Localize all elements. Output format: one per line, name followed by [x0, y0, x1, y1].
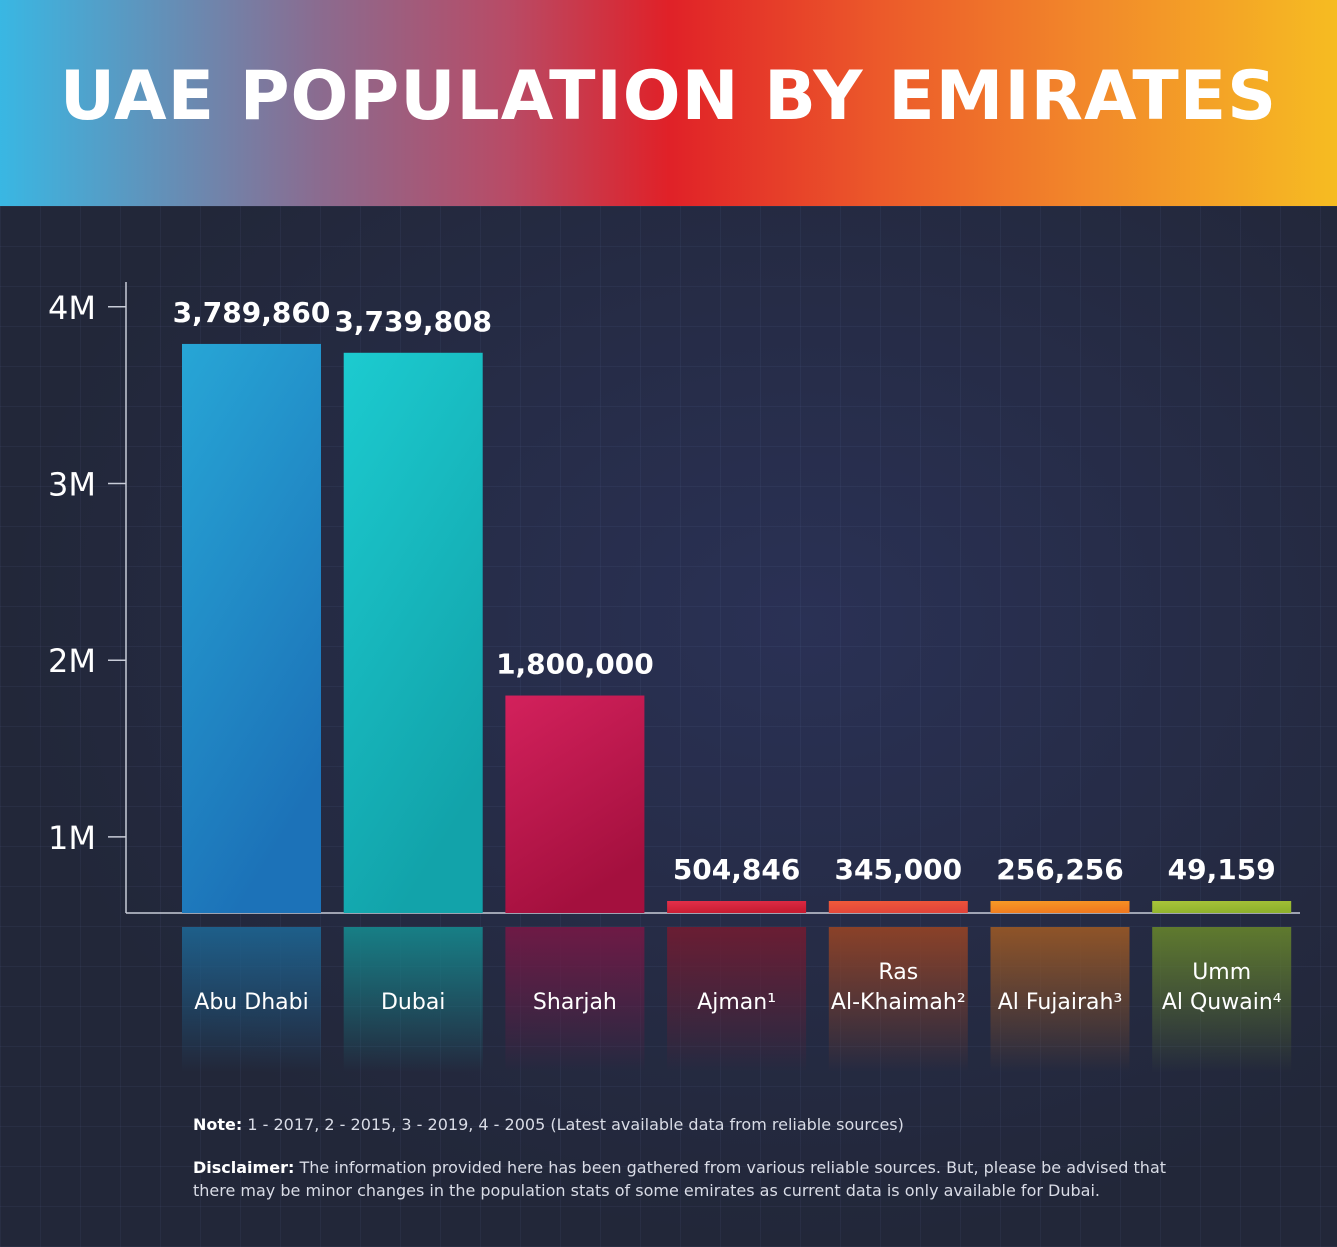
category-label: Al Quwain⁴ — [1162, 990, 1282, 1015]
category-label-block — [828, 927, 968, 1072]
category-label: Ajman¹ — [697, 990, 776, 1015]
bar — [182, 343, 321, 913]
y-tick-label: 2M — [48, 642, 96, 680]
bar — [343, 352, 483, 913]
category-label-block — [505, 927, 645, 1072]
category-label: Ras — [878, 960, 918, 985]
note-label: Note: — [193, 1115, 243, 1134]
category-label-block — [343, 927, 483, 1072]
category-label-block — [990, 927, 1130, 1072]
page-title: UAE POPULATION BY EMIRATES — [59, 57, 1278, 136]
y-tick-label: 1M — [48, 819, 96, 857]
bar — [990, 901, 1130, 913]
note-text: 1 - 2017, 2 - 2015, 3 - 2019, 4 - 2005 (… — [242, 1115, 904, 1134]
category-label-block — [667, 927, 807, 1072]
category-label-block — [182, 927, 321, 1072]
y-tick-label: 3M — [48, 466, 96, 504]
bar-value-label: 504,846 — [673, 853, 801, 886]
footnotes: Note: 1 - 2017, 2 - 2015, 3 - 2019, 4 - … — [193, 1113, 1193, 1222]
bar — [1152, 901, 1292, 913]
category-label-block — [1152, 927, 1292, 1072]
disclaimer-paragraph: Disclaimer: The information provided her… — [193, 1156, 1193, 1202]
bar-value-label: 3,789,860 — [173, 296, 331, 329]
bar — [667, 901, 807, 913]
category-label: Umm — [1192, 960, 1251, 985]
bar-value-label: 345,000 — [835, 853, 963, 886]
note-paragraph: Note: 1 - 2017, 2 - 2015, 3 - 2019, 4 - … — [193, 1113, 1193, 1136]
bar-value-label: 3,739,808 — [334, 305, 492, 338]
disclaimer-text: The information provided here has been g… — [193, 1158, 1167, 1200]
bar-value-label: 1,800,000 — [496, 648, 654, 681]
header-banner: UAE POPULATION BY EMIRATES — [0, 0, 1337, 206]
category-label: Sharjah — [533, 990, 617, 1015]
bar — [505, 695, 645, 913]
disclaimer-label: Disclaimer: — [193, 1158, 295, 1177]
category-label: Al-Khaimah² — [831, 990, 966, 1015]
bar-value-label: 49,159 — [1168, 853, 1276, 886]
category-label: Al Fujairah³ — [998, 990, 1123, 1015]
bar — [828, 901, 968, 913]
category-label: Dubai — [381, 990, 445, 1015]
bar-value-label: 256,256 — [996, 853, 1124, 886]
category-label: Abu Dhabi — [194, 990, 308, 1015]
y-tick-label: 4M — [48, 289, 96, 327]
